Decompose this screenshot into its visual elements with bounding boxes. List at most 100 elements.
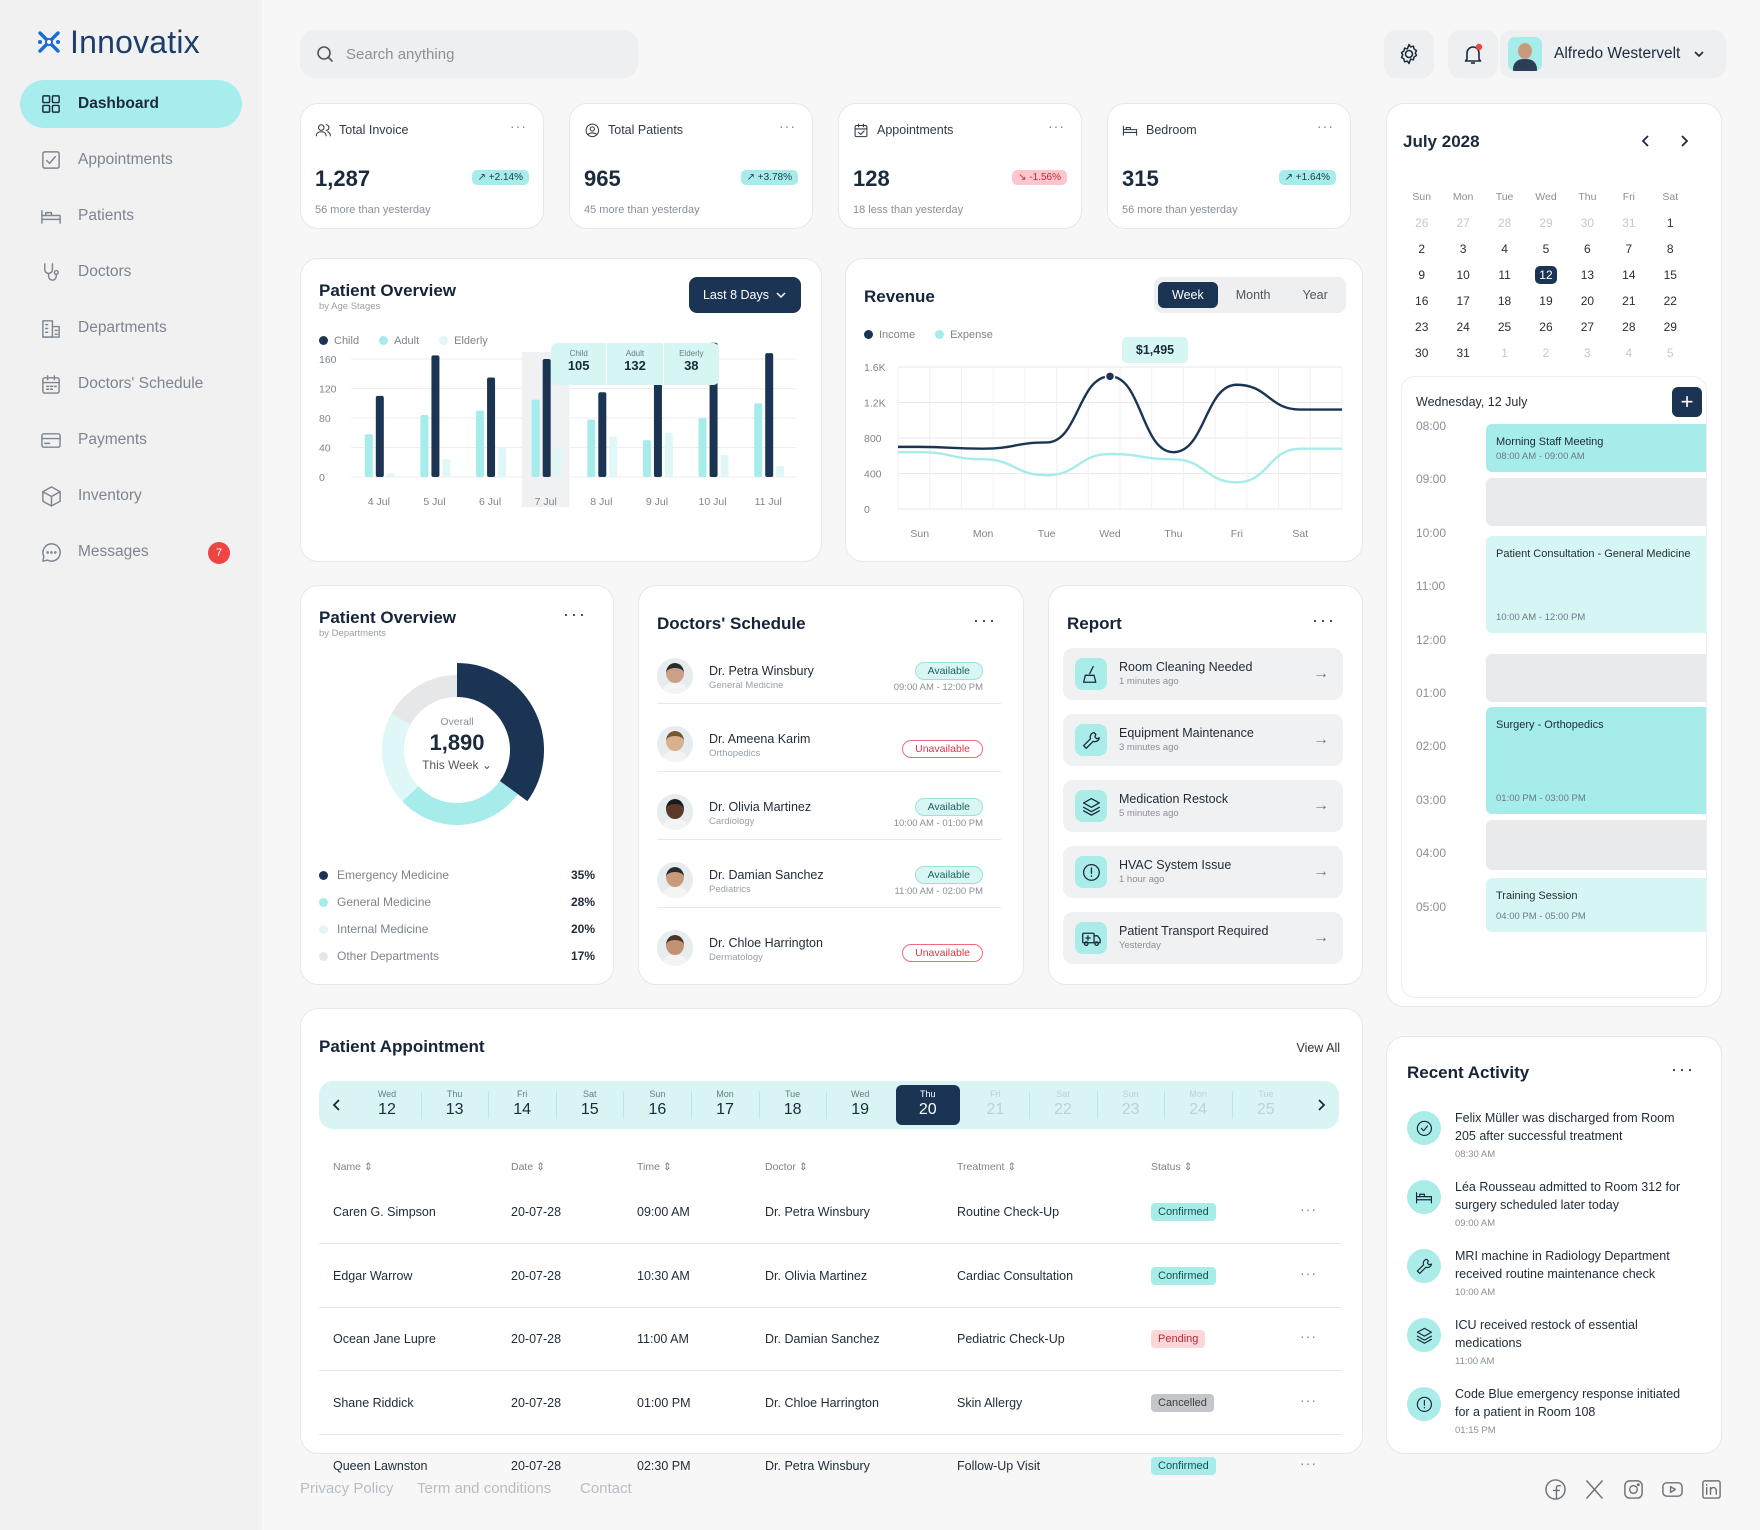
date-chip[interactable]: Wed 19 <box>828 1085 892 1125</box>
notifications-button[interactable] <box>1448 30 1498 78</box>
stat-card-total-invoice[interactable]: Total Invoice ··· 1,287 ↗ +2.14% 56 more tha… <box>300 103 544 229</box>
bar-adult[interactable] <box>598 392 607 477</box>
report-item[interactable]: Medication Restock 5 minutes ago → <box>1063 780 1343 832</box>
schedule-event[interactable]: Training Session 04:00 PM - 05:00 PM <box>1486 878 1706 932</box>
calendar-day[interactable]: 29 <box>1525 216 1566 230</box>
calendar-day[interactable]: 11 <box>1484 268 1525 282</box>
settings-button[interactable] <box>1384 30 1434 78</box>
calendar-day[interactable]: 2 <box>1525 346 1566 360</box>
stat-card-total-patients[interactable]: Total Patients ··· 965 ↗ +3.78% 45 more than… <box>569 103 813 229</box>
bar-elderly[interactable] <box>776 465 785 477</box>
sidebar-item-payments[interactable]: Payments <box>20 416 242 464</box>
bar-child[interactable] <box>364 434 373 477</box>
calendar-day[interactable]: 26 <box>1525 320 1566 334</box>
column-header-status[interactable]: Status ⇕ <box>1151 1161 1193 1173</box>
column-header-treatment[interactable]: Treatment ⇕ <box>957 1161 1016 1173</box>
doctor-row[interactable]: Dr. Petra Winsbury General Medicine Availa… <box>657 644 1001 704</box>
calendar-day[interactable]: 22 <box>1650 294 1691 308</box>
calendar-day[interactable]: 7 <box>1608 242 1649 256</box>
data-point-marker[interactable] <box>1104 371 1116 382</box>
date-chip[interactable]: Tue 18 <box>761 1085 825 1125</box>
bar-elderly[interactable] <box>386 473 395 477</box>
calendar-day[interactable]: 5 <box>1650 346 1691 360</box>
sidebar-item-messages[interactable]: Messages 7 <box>20 528 242 576</box>
bar-child[interactable] <box>531 399 540 477</box>
bar-child[interactable] <box>420 415 429 477</box>
report-item[interactable]: Patient Transport Required Yesterday → <box>1063 912 1343 964</box>
tab-week[interactable]: Week <box>1158 282 1218 308</box>
date-chip[interactable]: Thu 20 <box>895 1085 960 1125</box>
calendar-day[interactable]: 31 <box>1608 216 1649 230</box>
activity-item[interactable]: ICU received restock of essential medica… <box>1407 1316 1687 1376</box>
more-icon[interactable]: ··· <box>779 118 796 134</box>
footer-link-privacy-policy[interactable]: Privacy Policy <box>300 1480 394 1497</box>
calendar-day[interactable]: 29 <box>1650 320 1691 334</box>
arrow-right-icon[interactable]: → <box>1313 797 1329 814</box>
calendar-day[interactable]: 31 <box>1442 346 1483 360</box>
donut-slice[interactable] <box>456 663 544 802</box>
column-header-name[interactable]: Name ⇕ <box>333 1161 373 1173</box>
doctor-row[interactable]: Dr. Ameena Karim Orthopedics Unavailable <box>657 712 1001 772</box>
arrow-right-icon[interactable]: → <box>1313 665 1329 682</box>
date-chip[interactable]: Mon 17 <box>693 1085 757 1125</box>
facebook-link[interactable] <box>1544 1478 1566 1500</box>
table-row[interactable]: Queen Lawnston 20-07-28 02:30 PM Dr. Petra … <box>319 1435 1341 1498</box>
bar-adult[interactable] <box>765 353 774 477</box>
sidebar-item-inventory[interactable]: Inventory <box>20 472 242 520</box>
empty-time-slot[interactable] <box>1486 653 1706 702</box>
bar-child[interactable] <box>698 418 707 477</box>
arrow-right-icon[interactable]: → <box>1313 863 1329 880</box>
bar-child[interactable] <box>642 440 651 477</box>
view-all-link[interactable]: View All <box>1296 1041 1340 1055</box>
calendar-day[interactable]: 28 <box>1484 216 1525 230</box>
bar-child[interactable] <box>587 419 596 477</box>
more-icon[interactable]: ··· <box>1300 1328 1317 1344</box>
date-chip[interactable]: Fri 14 <box>490 1085 554 1125</box>
more-icon[interactable]: ··· <box>1317 118 1334 134</box>
sidebar-item-doctors-schedule[interactable]: Doctors' Schedule <box>20 360 242 408</box>
doctor-row[interactable]: Dr. Chloe Harrington Dermatology Unavailab… <box>657 916 1001 976</box>
bar-elderly[interactable] <box>664 432 673 477</box>
calendar-day[interactable]: 24 <box>1442 320 1483 334</box>
donut-slice[interactable] <box>391 675 458 725</box>
tab-month[interactable]: Month <box>1235 288 1271 302</box>
chevron-left-icon[interactable] <box>329 1097 345 1113</box>
activity-item[interactable]: Code Blue emergency response initiated f… <box>1407 1385 1687 1445</box>
period-dropdown[interactable]: This Week ⌄ <box>357 758 557 772</box>
activity-item[interactable]: Felix Müller was discharged from Room 20… <box>1407 1109 1687 1169</box>
date-chip[interactable]: Tue 25 <box>1234 1085 1298 1125</box>
calendar-day[interactable]: 25 <box>1484 320 1525 334</box>
table-row[interactable]: Shane Riddick 20-07-28 01:00 PM Dr. Chloe H… <box>319 1372 1341 1435</box>
more-icon[interactable]: ··· <box>1671 1059 1695 1079</box>
date-chip[interactable]: Fri 21 <box>963 1085 1027 1125</box>
search-bar[interactable] <box>300 30 638 78</box>
report-item[interactable]: Equipment Maintenance 3 minutes ago → <box>1063 714 1343 766</box>
schedule-event[interactable]: Morning Staff Meeting 08:00 AM - 09:00 AM <box>1486 424 1706 473</box>
range-dropdown[interactable]: Last 8 Days <box>689 277 801 313</box>
bar-elderly[interactable] <box>442 459 451 477</box>
column-header-doctor[interactable]: Doctor ⇕ <box>765 1161 808 1173</box>
chevron-right-icon[interactable] <box>1675 132 1693 150</box>
report-item[interactable]: HVAC System Issue 1 hour ago → <box>1063 846 1343 898</box>
more-icon[interactable]: ··· <box>563 604 587 624</box>
table-row[interactable]: Caren G. Simpson 20-07-28 09:00 AM Dr. Petr… <box>319 1181 1341 1244</box>
calendar-day[interactable]: 15 <box>1650 268 1691 282</box>
linkedin-link[interactable] <box>1700 1478 1722 1500</box>
sidebar-item-dashboard[interactable]: Dashboard <box>20 80 242 128</box>
date-chip[interactable]: Thu 13 <box>423 1085 487 1125</box>
date-chip[interactable]: Sun 23 <box>1099 1085 1163 1125</box>
calendar-day[interactable]: 14 <box>1608 268 1649 282</box>
sidebar-item-appointments[interactable]: Appointments <box>20 136 242 184</box>
calendar-day[interactable]: 20 <box>1567 294 1608 308</box>
bar-adult[interactable] <box>653 375 662 477</box>
more-icon[interactable]: ··· <box>1300 1201 1317 1217</box>
bar-elderly[interactable] <box>553 448 562 477</box>
calendar-day[interactable]: 3 <box>1442 242 1483 256</box>
sidebar-item-departments[interactable]: Departments <box>20 304 242 352</box>
calendar-day[interactable]: 3 <box>1567 346 1608 360</box>
table-row[interactable]: Edgar Warrow 20-07-28 10:30 AM Dr. Olivia M… <box>319 1245 1341 1308</box>
x-link[interactable] <box>1583 1478 1605 1500</box>
schedule-event[interactable]: Patient Consultation - General Medicine 1… <box>1486 536 1706 633</box>
chevron-right-icon[interactable] <box>1313 1097 1329 1113</box>
calendar-day[interactable]: 4 <box>1608 346 1649 360</box>
